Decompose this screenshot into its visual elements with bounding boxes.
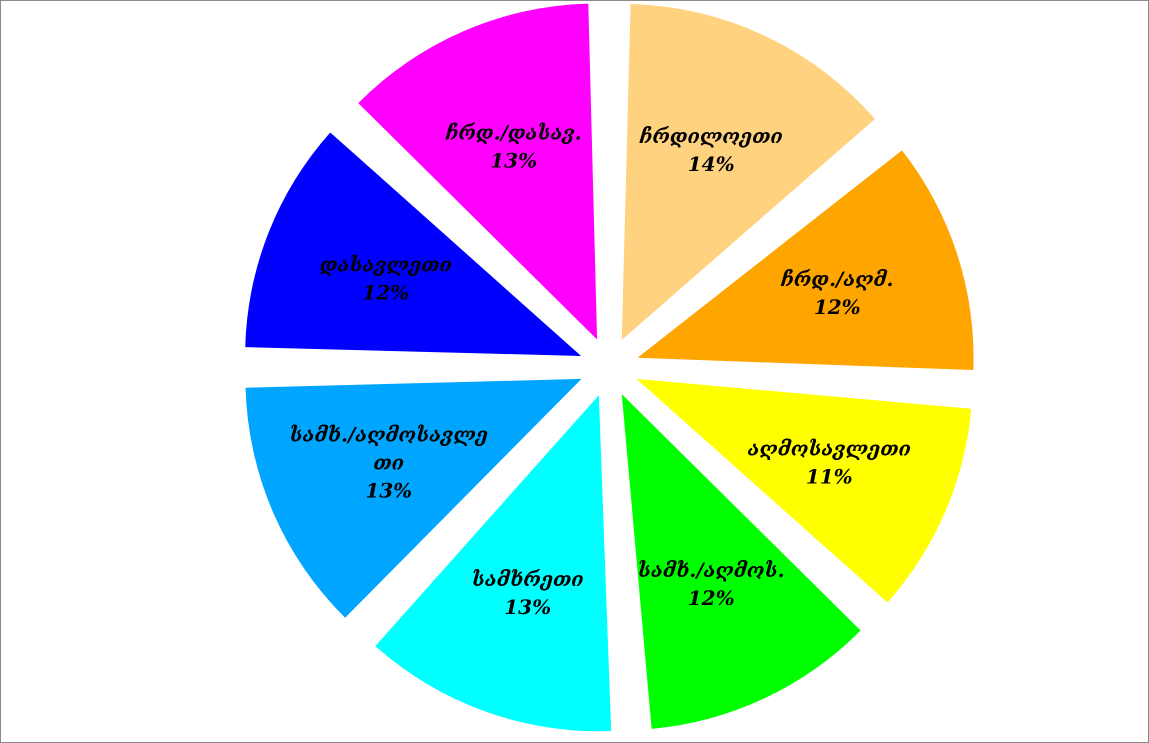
slice-percent-label-1: 12% <box>814 295 861 319</box>
slice-category-label-3: სამხ./აღმოს. <box>638 558 785 582</box>
slice-percent-label-0: 14% <box>688 152 735 176</box>
slice-category-label-5: სამხ./აღმოსავლე <box>289 422 488 446</box>
pie-slice-4 <box>375 395 612 732</box>
slice-percent-label-6: 12% <box>362 281 409 305</box>
slice-category-label-7: ჩრდ./დასავ. <box>445 121 582 145</box>
pie-slice-7 <box>358 3 598 340</box>
slice-category-label-6: დასავლეთი <box>320 253 452 277</box>
pie-slice-1 <box>637 150 974 371</box>
slice-category-label-0: ჩრდილოეთი <box>639 124 783 148</box>
pie-slice-0 <box>621 3 875 340</box>
pie-slice-3 <box>621 394 861 729</box>
slice-percent-label-7: 13% <box>490 149 537 173</box>
slice-category-label-5: თი <box>373 450 404 474</box>
slice-category-label-1: ჩრდ./აღმ. <box>780 267 894 291</box>
slice-percent-label-4: 13% <box>504 595 551 619</box>
slice-percent-label-5: 13% <box>365 478 412 502</box>
pie-slice-5 <box>245 378 582 618</box>
slice-percent-label-2: 11% <box>806 464 853 488</box>
pie-slice-6 <box>245 132 582 356</box>
slice-category-label-2: აღმოსავლეთი <box>748 436 911 460</box>
pie-slice-2 <box>636 378 972 603</box>
slice-percent-label-3: 12% <box>688 586 735 610</box>
slice-category-label-4: სამხრეთი <box>472 567 584 591</box>
